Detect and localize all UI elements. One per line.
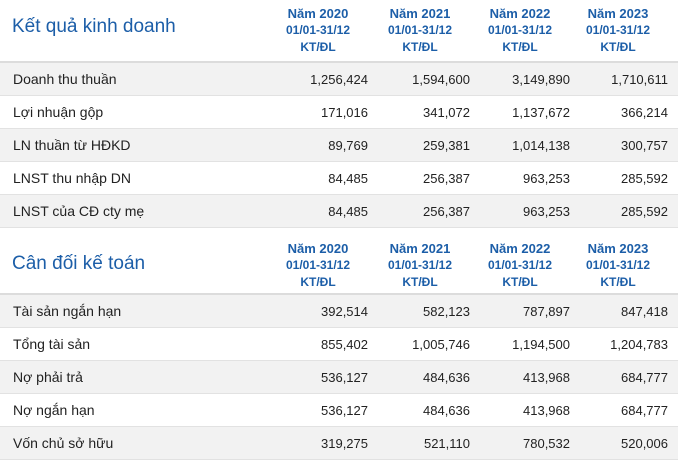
row-value: 847,418 [621,304,668,319]
balance-sheet-section: Cân đối kế toán Năm 2020 01/01-31/12 KT/… [0,232,678,460]
column-audit: KT/ĐL [502,275,538,289]
row-value: 319,275 [321,436,368,451]
row-value: 1,710,611 [611,72,668,87]
row-value: 1,204,783 [610,337,668,352]
table-row: LNST của CĐ cty mẹ 84,485 256,387 963,25… [0,195,678,228]
column-year: Năm 2021 [389,6,451,21]
column-range: 01/01-31/12 [585,23,651,37]
table-row: Nợ ngắn hạn 536,127 484,636 413,968 684,… [0,394,678,427]
table-row: Vốn chủ sở hữu 319,275 521,110 780,532 5… [0,427,678,460]
column-audit: KT/ĐL [600,275,636,289]
row-label[interactable]: LNST của CĐ cty mẹ [13,203,145,219]
row-value: 341,072 [423,105,470,120]
column-audit: KT/ĐL [402,275,438,289]
column-audit: KT/ĐL [300,275,336,289]
row-label[interactable]: LN thuần từ HĐKD [13,137,131,153]
column-year: Năm 2023 [587,6,649,21]
table-row: LNST thu nhập DN 84,485 256,387 963,253 … [0,162,678,195]
row-value: 521,110 [423,436,470,451]
column-header-2021: Năm 2021 01/01-31/12 KT/ĐL [370,240,470,291]
column-range: 01/01-31/12 [387,23,453,37]
row-value: 484,636 [423,370,470,385]
income-statement-header: Kết quả kinh doanh Năm 2020 01/01-31/12 … [0,0,678,63]
column-range: 01/01-31/12 [487,258,553,272]
row-value: 300,757 [621,138,668,153]
row-value: 366,214 [621,105,668,120]
row-label[interactable]: Nợ phải trả [13,369,83,385]
row-value: 963,253 [523,204,570,219]
table-row: Lợi nhuận gộp 171,016 341,072 1,137,672 … [0,96,678,129]
column-year: Năm 2021 [389,241,451,256]
column-header-2023: Năm 2023 01/01-31/12 KT/ĐL [568,240,668,291]
row-value: 1,256,424 [310,72,368,87]
column-header-2022: Năm 2022 01/01-31/12 KT/ĐL [470,240,570,291]
row-label[interactable]: Vốn chủ sở hữu [13,435,114,451]
row-value: 84,485 [328,171,368,186]
row-label[interactable]: Tài sản ngắn hạn [13,303,122,319]
column-header-2021: Năm 2021 01/01-31/12 KT/ĐL [370,5,470,56]
row-value: 392,514 [321,304,368,319]
table-row: LN thuần từ HĐKD 89,769 259,381 1,014,13… [0,129,678,162]
column-header-2022: Năm 2022 01/01-31/12 KT/ĐL [470,5,570,56]
row-label[interactable]: Nợ ngắn hạn [13,402,95,418]
table-row: Tài sản ngắn hạn 392,514 582,123 787,897… [0,295,678,328]
row-value: 171,016 [321,105,368,120]
column-range: 01/01-31/12 [387,258,453,272]
row-label[interactable]: Doanh thu thuần [13,71,117,87]
row-value: 1,594,600 [412,72,470,87]
row-value: 684,777 [621,370,668,385]
row-value: 520,006 [621,436,668,451]
column-audit: KT/ĐL [402,40,438,54]
column-header-2020: Năm 2020 01/01-31/12 KT/ĐL [268,240,368,291]
row-value: 256,387 [423,171,470,186]
table-row: Tổng tài sản 855,402 1,005,746 1,194,500… [0,328,678,361]
column-range: 01/01-31/12 [285,258,351,272]
column-year: Năm 2020 [287,241,349,256]
section-title[interactable]: Kết quả kinh doanh [12,16,176,37]
column-audit: KT/ĐL [600,40,636,54]
row-value: 285,592 [621,204,668,219]
row-value: 1,005,746 [412,337,470,352]
column-range: 01/01-31/12 [285,23,351,37]
row-label[interactable]: LNST thu nhập DN [13,170,132,186]
column-audit: KT/ĐL [300,40,336,54]
column-header-2020: Năm 2020 01/01-31/12 KT/ĐL [268,5,368,56]
row-value: 1,137,672 [512,105,570,120]
row-value: 256,387 [423,204,470,219]
section-title[interactable]: Cân đối kế toán [12,253,146,274]
column-year: Năm 2020 [287,6,349,21]
row-value: 3,149,890 [512,72,570,87]
column-header-2023: Năm 2023 01/01-31/12 KT/ĐL [568,5,668,56]
income-statement-section: Kết quả kinh doanh Năm 2020 01/01-31/12 … [0,0,678,228]
row-value: 1,194,500 [512,337,570,352]
row-value: 484,636 [423,403,470,418]
row-value: 582,123 [423,304,470,319]
balance-sheet-header: Cân đối kế toán Năm 2020 01/01-31/12 KT/… [0,232,678,295]
row-value: 413,968 [523,403,570,418]
column-year: Năm 2022 [489,241,551,256]
row-value: 963,253 [523,171,570,186]
row-value: 84,485 [328,204,368,219]
row-value: 285,592 [621,171,668,186]
row-value: 1,014,138 [512,138,570,153]
row-value: 536,127 [321,370,368,385]
row-value: 536,127 [321,403,368,418]
column-year: Năm 2023 [587,241,649,256]
row-value: 684,777 [621,403,668,418]
row-label[interactable]: Lợi nhuận gộp [13,104,104,120]
row-label[interactable]: Tổng tài sản [13,336,91,352]
row-value: 855,402 [321,337,368,352]
row-value: 89,769 [328,138,368,153]
column-year: Năm 2022 [489,6,551,21]
row-value: 259,381 [423,138,470,153]
column-audit: KT/ĐL [502,40,538,54]
table-row: Nợ phải trả 536,127 484,636 413,968 684,… [0,361,678,394]
row-value: 787,897 [523,304,570,319]
row-value: 413,968 [523,370,570,385]
column-range: 01/01-31/12 [487,23,553,37]
column-range: 01/01-31/12 [585,258,651,272]
table-row: Doanh thu thuần 1,256,424 1,594,600 3,14… [0,63,678,96]
row-value: 780,532 [523,436,570,451]
